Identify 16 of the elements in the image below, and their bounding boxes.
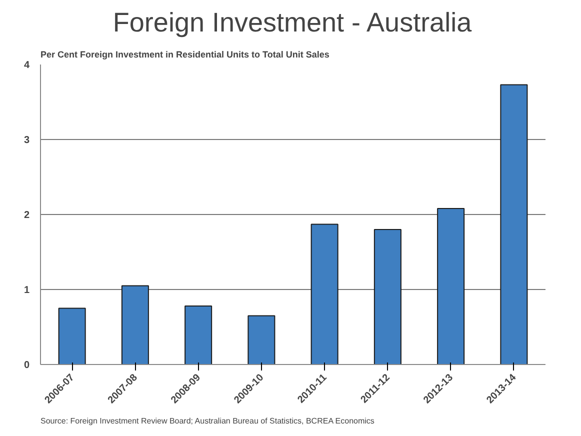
y-tick-label: 2 <box>24 210 30 221</box>
bar <box>437 208 465 364</box>
chart-subtitle: Per Cent Foreign Investment in Residential Units to Total Unit Sales <box>40 50 330 60</box>
bar <box>310 224 338 364</box>
y-tick-label: 4 <box>24 60 30 71</box>
y-tick-label: 0 <box>24 360 30 371</box>
bar <box>121 285 149 364</box>
y-tick-label: 3 <box>24 135 30 146</box>
bar <box>374 229 402 364</box>
bar <box>184 306 212 364</box>
source-note: Source: Foreign Investment Review Board; Australian Bureau of Statistics, BCREA Economics <box>40 416 374 426</box>
y-tick-label: 1 <box>24 285 30 296</box>
bar <box>500 84 528 364</box>
bar <box>58 308 86 364</box>
bar <box>248 315 276 364</box>
chart-title: Foreign Investment - Australia <box>112 8 473 38</box>
